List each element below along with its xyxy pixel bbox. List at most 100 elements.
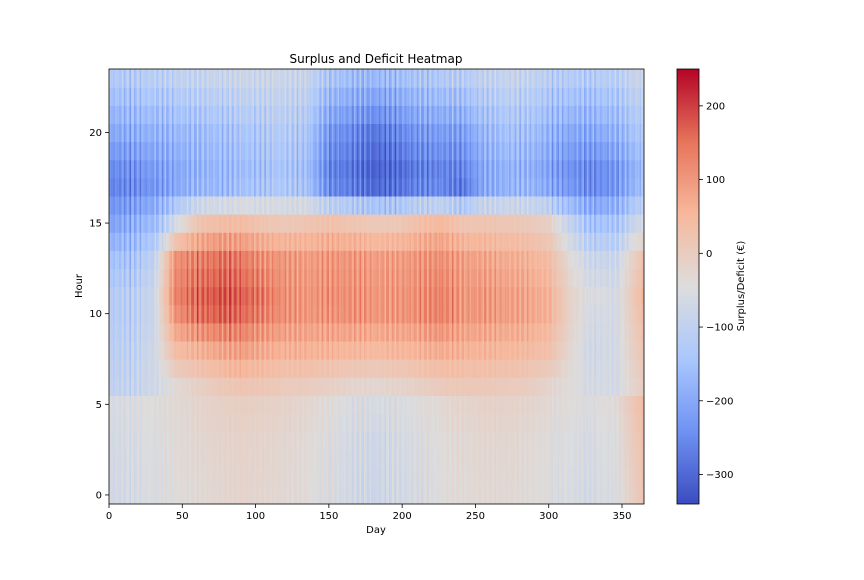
heatmap-cell [141, 449, 144, 469]
heatmap-cell [572, 485, 575, 504]
heatmap-cell [399, 395, 402, 414]
heatmap-cell [551, 377, 554, 396]
heatmap-cell [227, 413, 230, 433]
heatmap-cell [279, 286, 282, 306]
heatmap-cell [410, 322, 414, 342]
heatmap-cell [188, 359, 191, 378]
heatmap-cell [334, 304, 337, 324]
heatmap-cell [152, 359, 156, 378]
heatmap-cell [254, 304, 257, 324]
heatmap-cell [361, 286, 364, 306]
heatmap-cell [484, 268, 487, 288]
heatmap-cell [583, 395, 586, 414]
heatmap-cell [132, 340, 135, 360]
heatmap-cell [317, 395, 320, 414]
heatmap-cell [601, 359, 604, 378]
heatmap-cell [641, 413, 644, 433]
heatmap-cell [167, 395, 170, 414]
heatmap-cell [627, 304, 630, 324]
heatmap-cell [271, 377, 274, 396]
heatmap-cell [240, 485, 243, 504]
heatmap-cell [199, 413, 202, 433]
heatmap-cell [390, 395, 393, 414]
heatmap-cell [490, 413, 493, 433]
heatmap-cell [325, 485, 328, 504]
heatmap-cell [270, 286, 273, 306]
heatmap-cell [198, 304, 201, 324]
heatmap-cell [111, 485, 114, 504]
heatmap-cell [114, 467, 117, 487]
heatmap-cell [399, 359, 402, 378]
heatmap-cell [494, 304, 497, 324]
heatmap-cell [286, 377, 289, 396]
heatmap-cell [369, 268, 372, 288]
heatmap-cell [582, 322, 585, 342]
heatmap-cell [302, 449, 305, 469]
heatmap-cell [425, 377, 428, 396]
heatmap-cell [641, 322, 644, 342]
heatmap-cell [186, 485, 189, 504]
heatmap-cell [576, 449, 579, 469]
heatmap-cell [580, 268, 584, 288]
heatmap-cell [570, 395, 573, 414]
heatmap-cell [298, 340, 301, 360]
heatmap-cell [572, 413, 575, 433]
heatmap-cell [365, 467, 368, 487]
heatmap-cell [619, 449, 622, 469]
heatmap-cell [349, 250, 352, 269]
heatmap-cell [494, 431, 497, 451]
heatmap-cell [155, 304, 158, 324]
heatmap-cell [550, 304, 553, 324]
heatmap-cell [444, 268, 447, 288]
heatmap-cell [305, 485, 308, 504]
heatmap-cell [579, 485, 582, 504]
heatmap-cell [412, 359, 415, 378]
heatmap-cell [356, 250, 359, 269]
heatmap-cell [353, 413, 356, 433]
heatmap-cell [129, 485, 132, 504]
heatmap-cell [564, 485, 567, 504]
heatmap-cell [221, 467, 224, 487]
heatmap-cell [608, 431, 611, 451]
heatmap-cell [119, 286, 122, 306]
heatmap-cell [556, 359, 559, 378]
heatmap-cell [166, 485, 169, 504]
heatmap-cell [627, 467, 630, 487]
heatmap-cell [616, 268, 619, 288]
heatmap-cell [142, 467, 145, 487]
heatmap-cell [177, 467, 180, 487]
heatmap-cell [457, 250, 460, 269]
heatmap-cell [174, 395, 178, 414]
heatmap-cell [267, 377, 270, 396]
heatmap-cell [226, 250, 229, 269]
heatmap-cell [344, 431, 348, 451]
heatmap-cell [512, 395, 515, 414]
heatmap-cell [196, 449, 200, 469]
heatmap-cell [585, 485, 588, 504]
heatmap-cell [119, 304, 122, 324]
heatmap-cell [151, 250, 154, 269]
heatmap-cell [120, 431, 123, 451]
heatmap-cell [279, 449, 282, 469]
heatmap-cell [320, 485, 323, 504]
heatmap-cell [567, 304, 570, 324]
heatmap-cell [258, 449, 261, 469]
heatmap-cell [123, 304, 126, 324]
heatmap-cell [163, 286, 166, 306]
heatmap-cell [456, 395, 459, 414]
heatmap-cell [459, 268, 462, 288]
heatmap-cell [531, 304, 534, 324]
heatmap-cell [214, 449, 217, 469]
heatmap-cell [218, 304, 221, 324]
heatmap-cell [551, 322, 554, 342]
heatmap-cell [463, 485, 466, 504]
heatmap-cell [605, 322, 608, 342]
heatmap-cell [148, 322, 151, 342]
heatmap-cell [336, 377, 339, 396]
heatmap-cell [344, 395, 348, 414]
heatmap-cell [296, 286, 299, 306]
heatmap-cell [208, 250, 211, 269]
heatmap-cell [635, 359, 638, 378]
heatmap-cell [161, 250, 164, 269]
heatmap-cell [485, 431, 488, 451]
